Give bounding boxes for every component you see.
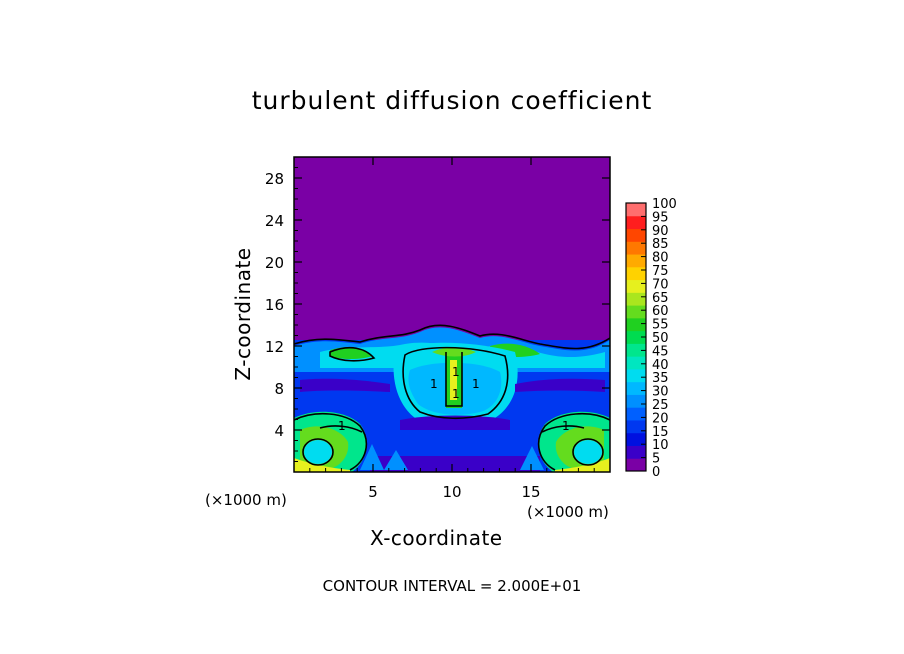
colorbar-level-label: 85 [652,237,669,252]
colorbar-level-label: 10 [652,438,669,453]
colorbar-level-label: 65 [652,291,669,306]
heatmap-field [294,157,610,472]
colorbar-swatch [626,419,646,434]
colorbar-swatch [626,317,646,332]
field-right-floor-yellow [555,458,610,472]
colorbar-swatch [626,254,646,268]
colorbar-swatch [626,394,646,408]
colorbar-swatch [626,458,646,472]
colorbar-swatch [626,266,646,281]
field-purple-streak-right [515,378,605,392]
x-axis-unit-label: (×1000 m) [527,503,609,521]
field-left-floor-yellow [294,458,350,472]
colorbar-level-label: 45 [652,344,669,359]
colorbar-level-label: 90 [652,224,669,239]
y-tick-label: 16 [265,296,284,314]
colorbar-level-label: 60 [652,304,669,319]
contour-label: 1 [338,419,346,433]
colorbar-level-label: 50 [652,331,669,346]
field-purple-under-center [400,415,510,430]
x-axis-label: X-coordinate [370,526,503,550]
colorbar-swatch [626,445,646,459]
contour-line [329,346,376,362]
contour-line [445,352,463,407]
colorbar-swatch [626,432,646,446]
colorbar-swatch [626,368,646,383]
colorbar-swatch [626,203,646,217]
colorbar-swatch [626,305,646,319]
colorbar-level-label: 25 [652,398,669,413]
colorbar-level-label: 75 [652,264,669,279]
colorbar-swatch [626,381,646,395]
colorbar-level-label: 100 [652,197,677,212]
colorbar-level-label: 70 [652,277,669,292]
x-tick-label: 15 [521,483,540,501]
field-central-green-cap [432,347,476,357]
contour-interval-note: CONTOUR INTERVAL = 2.000E+01 [322,577,582,595]
y-tick-label: 20 [265,254,284,272]
contour-label: 1 [452,387,460,401]
contour-line [294,324,610,350]
colorbar-level-label: 80 [652,251,669,266]
colorbar-swatch [626,279,646,293]
y-tick-label: 8 [274,380,284,398]
colorbar-swatch [626,356,646,370]
contour-lines [294,324,610,471]
colorbar-level-label: 15 [652,425,669,440]
colorbar-swatch [626,241,646,255]
contour-label: 1 [430,377,438,391]
colorbar-swatch [626,228,646,242]
x-tick-label: 10 [442,483,461,501]
contour-line [294,412,368,471]
field-upper-calm [294,157,610,347]
field-bottom-center [370,456,540,472]
colorbar-swatch [626,343,646,357]
colorbar-level-label: 5 [652,452,660,467]
colorbar-swatch [626,407,646,421]
chart-title: turbulent diffusion coefficient [251,86,653,115]
y-tick-label: 24 [265,212,284,230]
y-axis-unit-label: (×1000 m) [205,491,287,509]
colorbar-level-label: 30 [652,385,669,400]
y-tick-label: 4 [274,422,284,440]
colorbar-level-label: 55 [652,318,669,333]
contour-label: 1 [472,377,480,391]
field-purple-streak-left [300,378,390,392]
colorbar-level-label: 35 [652,371,669,386]
field-left-eddy-core [304,440,332,464]
colorbar-level-label: 40 [652,358,669,373]
contour-label: 1 [452,365,460,379]
colorbar: 0510152025303540455055606570758085909510… [625,197,677,480]
field-bottom-cyan-spikes [360,444,544,470]
field-central-yellow-core [450,360,457,400]
contour-line [319,425,363,433]
contour-line [302,438,334,466]
colorbar-swatch [626,215,646,230]
y-tick-label: 12 [265,338,284,356]
x-tick-label: 5 [368,483,378,501]
contour-line [537,412,610,471]
colorbar-swatch [626,292,646,306]
colorbar-level-label: 0 [652,465,660,480]
field-right-eddy-core [574,440,602,464]
contour-line [572,438,604,466]
contour-labels: 1 1 1 1 1 1 [338,365,570,433]
colorbar-level-label: 20 [652,411,669,426]
colorbar-level-label: 95 [652,210,669,225]
contour-label: 1 [562,419,570,433]
y-tick-label: 28 [265,170,284,188]
contour-line [402,346,509,420]
axes: 5 10 15 4 8 12 16 20 24 28 [265,157,610,501]
contour-line [541,425,585,433]
colorbar-swatch [626,330,646,344]
